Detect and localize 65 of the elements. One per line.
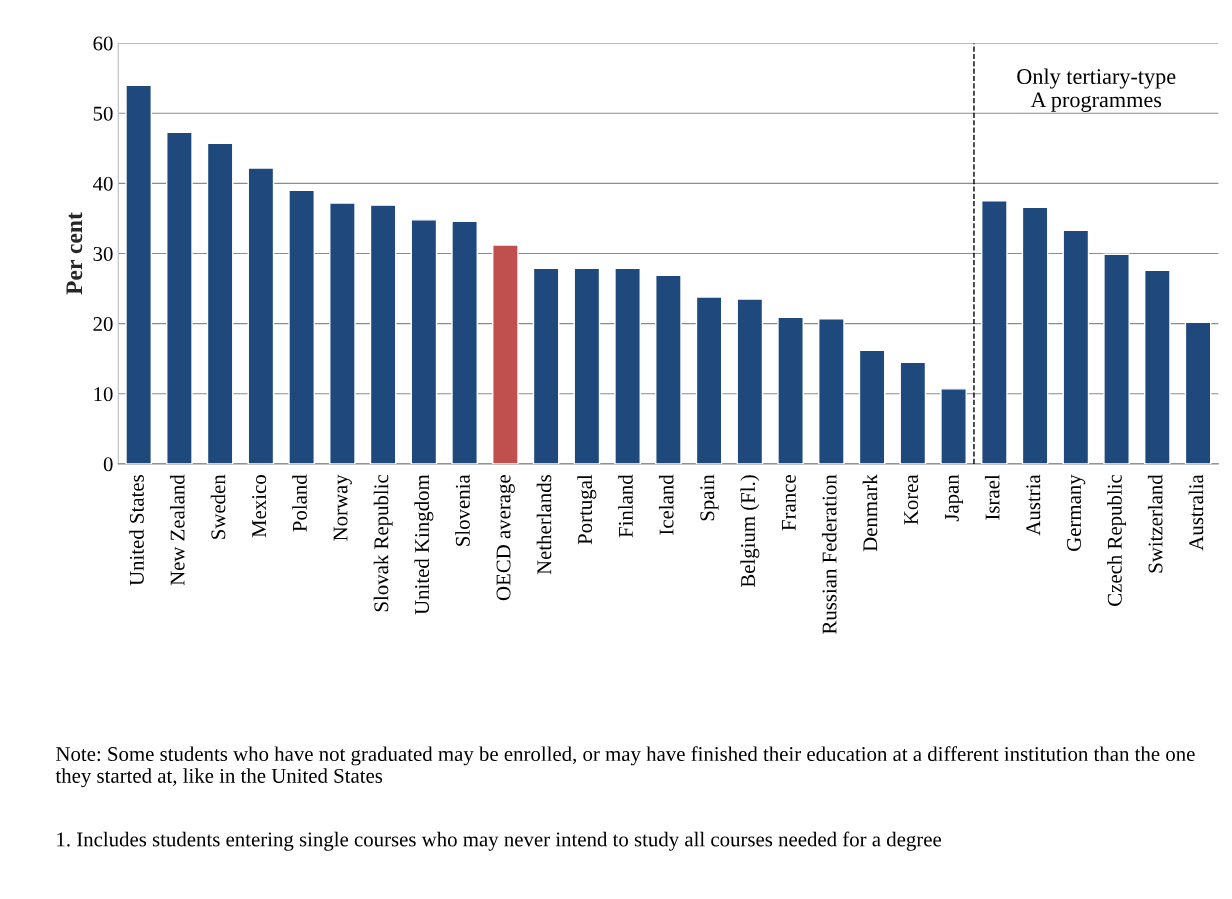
x-tick-label: Denmark [862, 474, 878, 552]
bar [1184, 321, 1212, 464]
bar [777, 316, 804, 464]
x-tick-label: Portugal [577, 474, 597, 545]
bar [818, 318, 845, 464]
bar [1144, 269, 1171, 464]
bar [1103, 253, 1130, 464]
x-tick-label: Iceland [658, 474, 674, 535]
x-tick-label: Finland [618, 474, 633, 538]
text: 1. Includes students entering single courses who may never intend to study all courses needed for a degree [57, 831, 942, 851]
bar [410, 219, 438, 464]
bar [614, 267, 641, 464]
bar [899, 361, 927, 464]
bar [492, 244, 519, 464]
bar [858, 349, 886, 464]
y-tick-label: 10 [94, 387, 113, 402]
x-tick-label: Norway [333, 474, 352, 541]
x-tick-label: Switzerland [1147, 474, 1163, 573]
x-tick-label: Korea [904, 474, 919, 525]
bar [451, 220, 478, 464]
bar [695, 296, 723, 464]
x-tick-label: Belgium (Fl.) [740, 475, 760, 588]
x-tick-label: Czech Republic [1107, 474, 1127, 606]
bar [206, 142, 234, 464]
x-tick-label: Austria [1026, 474, 1041, 536]
x-tick-label: Germany [1066, 474, 1086, 551]
text: Note: Some students who have not graduated may be enrolled, or may have finished their education at a different institution than the one they started at, like in the United States [55, 746, 1195, 788]
x-tick-label: OECD average [496, 475, 515, 601]
bar [655, 274, 682, 464]
bar [329, 202, 356, 464]
y-tick-label: 0 [103, 457, 113, 472]
x-tick-label: Mexico [252, 475, 267, 538]
x-tick-label: United Kingdom [414, 474, 434, 615]
bar [1021, 206, 1049, 464]
bar [981, 200, 1008, 464]
ref-line-label: Only tertiary-type A programmes [1017, 68, 1176, 112]
x-tick-label: United States [129, 475, 144, 586]
y-tick-label: 60 [93, 36, 113, 51]
x-tick-label: Slovak Republic [373, 474, 393, 612]
y-tick-label: 40 [92, 176, 113, 191]
x-tick-label: Spain [700, 474, 719, 521]
y-axis-title: Per cent [66, 212, 83, 295]
bar [288, 189, 315, 464]
bar [166, 131, 193, 464]
y-tick-label: 30 [93, 246, 113, 261]
x-tick-label: Russian Federation [821, 474, 837, 634]
x-tick-label: Australia [1188, 474, 1204, 551]
x-tick-label: New Zealand [169, 474, 185, 586]
x-tick-label: Sweden [210, 474, 226, 539]
x-tick-label: Israel [984, 474, 1000, 520]
x-tick-label: Slovenia [455, 474, 470, 546]
x-tick-label: Poland [292, 474, 307, 532]
x-tick-label: France [781, 475, 796, 531]
y-tick-label: 50 [93, 106, 113, 121]
bar [369, 204, 397, 464]
bar [247, 167, 275, 464]
x-tick-label: Netherlands [536, 475, 552, 575]
bar [532, 267, 560, 464]
x-tick-label: Japan [944, 474, 964, 522]
bar [1062, 229, 1090, 464]
y-tick-label: 20 [93, 317, 113, 332]
bar [940, 388, 967, 464]
bar [573, 267, 601, 464]
bar [125, 84, 152, 464]
bar [736, 298, 764, 464]
